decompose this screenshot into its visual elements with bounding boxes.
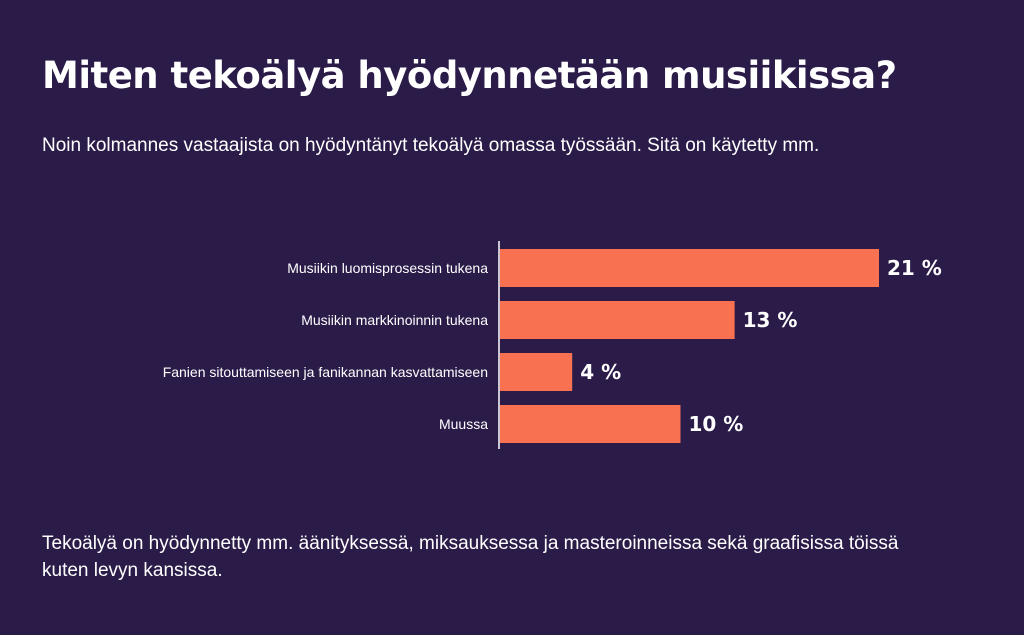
value-label: 21 %: [887, 256, 942, 280]
value-label: 10 %: [688, 412, 743, 436]
bar: [500, 405, 681, 443]
bar: [500, 353, 573, 391]
bar-chart: Musiikin luomisprosessin tukena 21 % Musii…: [163, 241, 942, 449]
chart-subtitle: Noin kolmannes vastaajista on hyödyntäny…: [42, 135, 820, 156]
footnote: Tekoälyä on hyödynnetty mm. äänityksessä…: [42, 533, 899, 581]
value-label: 4 %: [580, 360, 621, 384]
bar: [500, 301, 735, 339]
category-label: Fanien sitouttamiseen ja fanikannan kasv…: [163, 364, 488, 380]
category-label: Musiikin luomisprosessin tukena: [287, 260, 488, 276]
chart-title: Miten tekoälyä hyödynnetään musiikissa?: [42, 54, 897, 97]
value-label: 13 %: [743, 308, 798, 332]
category-label: Musiikin markkinoinnin tukena: [301, 312, 488, 328]
bar: [500, 249, 879, 287]
category-label: Muussa: [439, 416, 488, 432]
